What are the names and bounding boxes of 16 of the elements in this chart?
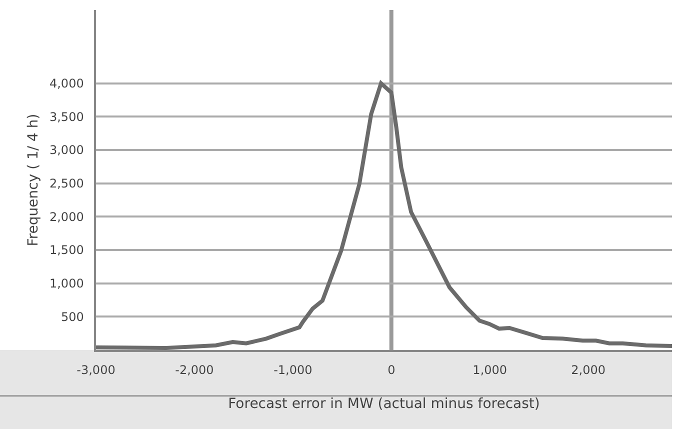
x-tick-label: 1,000 (472, 363, 508, 378)
x-tick-label: -3,000 (76, 363, 116, 378)
x-tick-label: -1,000 (274, 363, 312, 378)
x-tick-label: 0 (388, 363, 396, 378)
y-tick-label: 500 (60, 310, 84, 324)
x-axis-title: Forecast error in MW (actual minus forecast) (228, 396, 540, 412)
y-tick-label: 2,000 (49, 210, 84, 224)
x-tick-label: 2,000 (571, 363, 606, 378)
y-tick-label: 1,500 (49, 243, 84, 258)
y-tick-label: 1,000 (49, 276, 84, 291)
x-tick-label: -2,000 (175, 363, 214, 378)
y-tick-label: 2,500 (49, 176, 84, 191)
y-tick-label: 3,000 (49, 143, 84, 158)
y-tick-label: 3,500 (49, 110, 84, 124)
y-axis-title: Frequency ( 1/ 4 h) (26, 114, 42, 246)
y-tick-label: 4,000 (49, 76, 84, 91)
